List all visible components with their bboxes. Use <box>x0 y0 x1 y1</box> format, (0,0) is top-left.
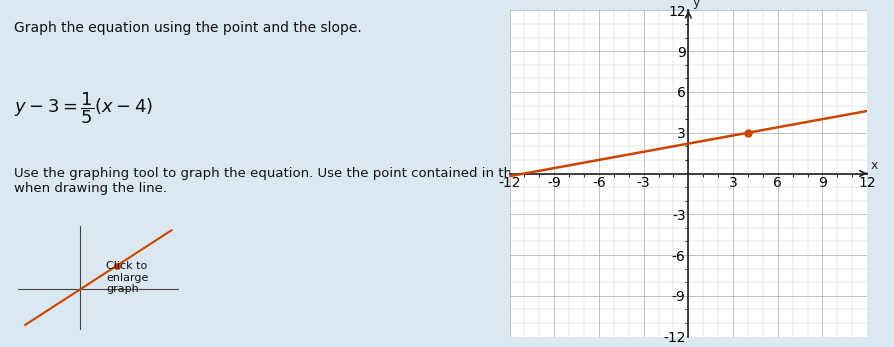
Text: x: x <box>870 159 878 172</box>
Text: y: y <box>693 0 700 9</box>
Text: Click to
enlarge
graph: Click to enlarge graph <box>106 261 148 294</box>
Text: Graph the equation using the point and the slope.: Graph the equation using the point and t… <box>14 21 362 35</box>
Text: $y-3=\dfrac{1}{5}(x-4)$: $y-3=\dfrac{1}{5}(x-4)$ <box>14 90 154 126</box>
Text: Use the graphing tool to graph the equation. Use the point contained in the equa: Use the graphing tool to graph the equat… <box>14 167 584 195</box>
